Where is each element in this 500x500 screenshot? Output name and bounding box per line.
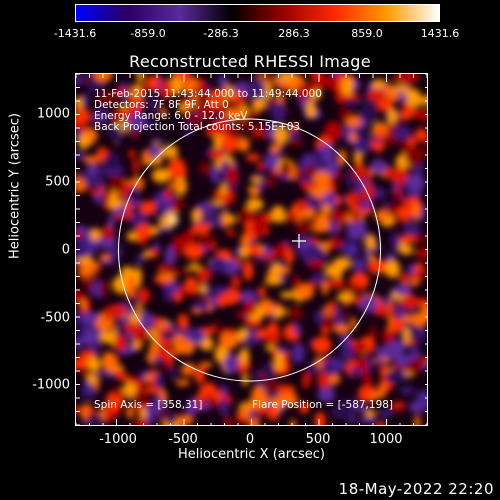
info-time-range: 11-Feb-2015 11:43:44.000 to 11:49:44.000 [94,88,322,100]
y-axis-label: Heliocentric Y (arcsec) [7,113,23,259]
y-tick-label: 500 [45,174,70,190]
x-tick-label: 0 [245,432,255,447]
spin-axis-label: Spin Axis = [358,31] [94,399,203,411]
x-axis-label: Heliocentric X (arcsec) [178,447,325,462]
rhessi-image-map [76,74,427,425]
solar-limb-circle [118,118,381,382]
image-plot: 11-Feb-2015 11:43:44.000 to 11:49:44.000… [75,73,428,426]
y-tick-label: 1000 [36,106,70,122]
colorbar-tick: 1431.6 [420,27,460,40]
timestamp: 18-May-2022 22:20 [338,480,494,498]
colorbar-tick: -286.3 [203,27,239,40]
info-energy-range: Energy Range: 6.0 - 12.0 keV [94,110,248,122]
colorbar-tick: 286.3 [278,27,310,40]
flare-position-label: Flare Position = [-587,198] [252,399,394,411]
intensity-blobs [76,74,427,425]
info-method-counts: Back Projection Total counts: 5.15E+03 [94,121,301,133]
plot-title: Reconstructed RHESSI Image [129,52,371,71]
colorbar-tick: -859.0 [130,27,166,40]
colorbar-tick: -1431.6 [53,27,97,40]
info-detectors: Detectors: 7F 8F 9F, Att 0 [94,99,229,111]
y-tick-label: 0 [61,242,70,258]
colorbar-tick: 859.0 [351,27,383,40]
axis-tick-marks [76,74,427,425]
x-tick-label: 1000 [369,432,403,447]
x-tick-label: -500 [168,432,198,447]
x-tick-label: 500 [305,432,331,447]
spin-axis-marker [292,234,306,248]
y-tick-label: -500 [40,310,70,326]
colorbar [75,4,440,22]
x-tick-label: -1000 [99,432,137,447]
y-tick-label: -1000 [32,377,70,393]
